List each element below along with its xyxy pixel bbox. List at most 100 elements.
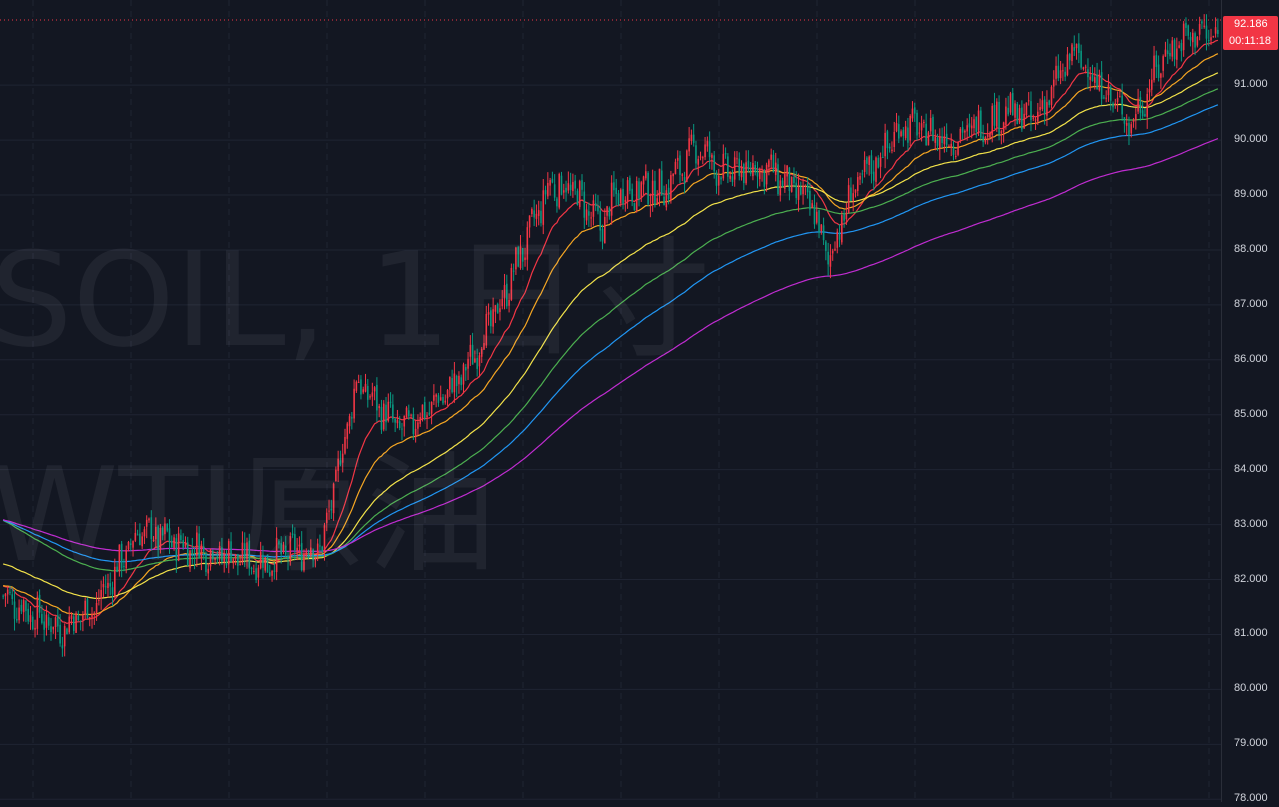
candle: [1132, 117, 1135, 128]
candle: [927, 130, 930, 146]
candle: [216, 551, 219, 564]
candle: [777, 158, 779, 196]
candle: [446, 388, 449, 406]
candle: [1091, 64, 1094, 82]
candle: [1116, 91, 1119, 112]
candle: [41, 605, 43, 625]
candle: [499, 299, 501, 321]
candle: [2, 594, 4, 600]
candle: [1180, 39, 1183, 62]
candle: [804, 184, 807, 196]
candle: [578, 179, 581, 210]
candle: [34, 619, 36, 638]
candle: [779, 174, 782, 202]
candle: [380, 399, 383, 434]
candle: [1187, 24, 1190, 40]
candle: [394, 417, 396, 433]
candle: [38, 589, 41, 618]
candle: [870, 150, 873, 184]
candle: [583, 182, 586, 229]
candle: [676, 150, 679, 169]
candle: [829, 244, 832, 279]
candle: [316, 538, 319, 562]
candle: [1150, 68, 1153, 97]
candle: [79, 620, 82, 631]
candle: [1173, 38, 1176, 67]
candle: [414, 419, 417, 443]
candle: [537, 200, 540, 226]
candle: [193, 546, 196, 570]
candle: [854, 189, 857, 198]
candle: [205, 551, 207, 577]
candle: [323, 522, 326, 561]
candle: [82, 611, 84, 632]
candle: [66, 627, 68, 635]
candle: [84, 597, 86, 619]
candle: [640, 180, 643, 202]
candle: [264, 557, 267, 573]
candle: [175, 533, 178, 573]
candle: [1144, 108, 1146, 117]
candle: [736, 151, 738, 165]
candle: [109, 572, 112, 596]
candle: [738, 152, 741, 181]
candle: [702, 155, 704, 165]
candle: [250, 566, 253, 575]
candle: [282, 541, 285, 555]
candle: [802, 178, 804, 205]
candle: [797, 173, 800, 212]
candle: [43, 611, 45, 642]
candle: [16, 607, 18, 623]
candle: [1194, 31, 1196, 56]
candle: [227, 538, 230, 574]
candle: [724, 147, 727, 159]
candle: [1171, 36, 1174, 62]
candle: [433, 384, 435, 405]
candle: [198, 526, 200, 559]
candle: [624, 196, 627, 212]
candle: [800, 181, 802, 196]
candle: [588, 202, 590, 227]
candle: [1189, 32, 1192, 47]
candle: [47, 613, 50, 630]
candle: [29, 606, 32, 630]
price-tick-label: 91.000: [1234, 78, 1268, 91]
price-axis[interactable]: [1221, 0, 1279, 802]
candle: [398, 415, 401, 431]
candle: [959, 127, 962, 144]
candle: [613, 171, 615, 197]
candle: [186, 536, 189, 567]
candle: [410, 413, 412, 419]
candle: [1207, 29, 1210, 47]
candle: [341, 443, 344, 473]
candle: [670, 170, 672, 204]
candle: [72, 613, 75, 635]
candle: [622, 178, 624, 210]
candle: [114, 558, 116, 599]
candle: [952, 140, 955, 161]
candle: [973, 114, 975, 135]
candle: [271, 569, 273, 582]
candle: [360, 375, 362, 400]
candle: [225, 550, 228, 569]
candle: [389, 392, 392, 408]
candle: [774, 152, 777, 182]
candle: [1160, 72, 1162, 89]
candle: [706, 136, 709, 152]
candle: [494, 304, 497, 324]
candle: [859, 172, 861, 186]
candle: [524, 247, 526, 267]
candle: [104, 574, 107, 595]
candle: [50, 617, 52, 641]
candle: [1039, 98, 1041, 116]
candle: [1027, 92, 1030, 106]
candle: [920, 115, 923, 142]
candle: [1009, 91, 1012, 115]
candle: [184, 536, 187, 548]
candle: [182, 533, 184, 551]
candle: [768, 158, 770, 176]
candle: [1057, 54, 1060, 82]
candle: [964, 129, 966, 140]
candle: [296, 538, 298, 561]
